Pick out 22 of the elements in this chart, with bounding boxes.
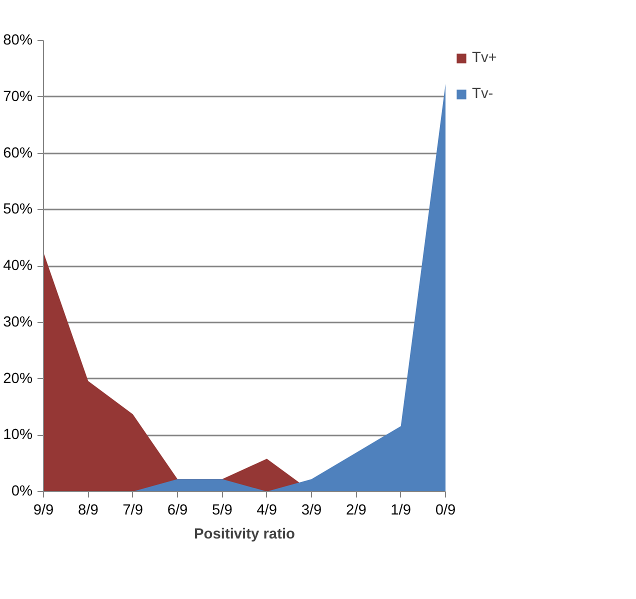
x-tick-label: 3/9 xyxy=(301,502,322,518)
x-tick-label: 7/9 xyxy=(122,502,144,518)
x-axis-title: Positivity ratio xyxy=(194,526,296,542)
legend-label: Tv+ xyxy=(472,50,497,66)
y-tick-label: 10% xyxy=(3,427,33,444)
y-tick-label: 30% xyxy=(3,314,33,330)
y-tick-label: 20% xyxy=(3,370,33,387)
y-tick-label: 80% xyxy=(3,32,33,48)
y-tick-label: 0% xyxy=(11,484,33,500)
x-tick-label: 9/9 xyxy=(33,502,54,518)
y-tick-label: 60% xyxy=(3,145,33,162)
legend-label: Tv- xyxy=(472,86,494,102)
y-tick-label: 40% xyxy=(3,258,33,274)
x-tick-label: 0/9 xyxy=(435,502,456,518)
y-tick-label: 50% xyxy=(3,202,33,218)
x-tick-label: 8/9 xyxy=(78,502,98,518)
x-tick-label: 4/9 xyxy=(256,502,278,518)
x-tick-label: 1/9 xyxy=(390,502,412,518)
x-tick-label: 2/9 xyxy=(346,502,366,518)
x-tick-label: 6/9 xyxy=(167,502,188,518)
x-tick-label: 5/9 xyxy=(212,502,232,518)
y-tick-label: 70% xyxy=(3,88,33,105)
